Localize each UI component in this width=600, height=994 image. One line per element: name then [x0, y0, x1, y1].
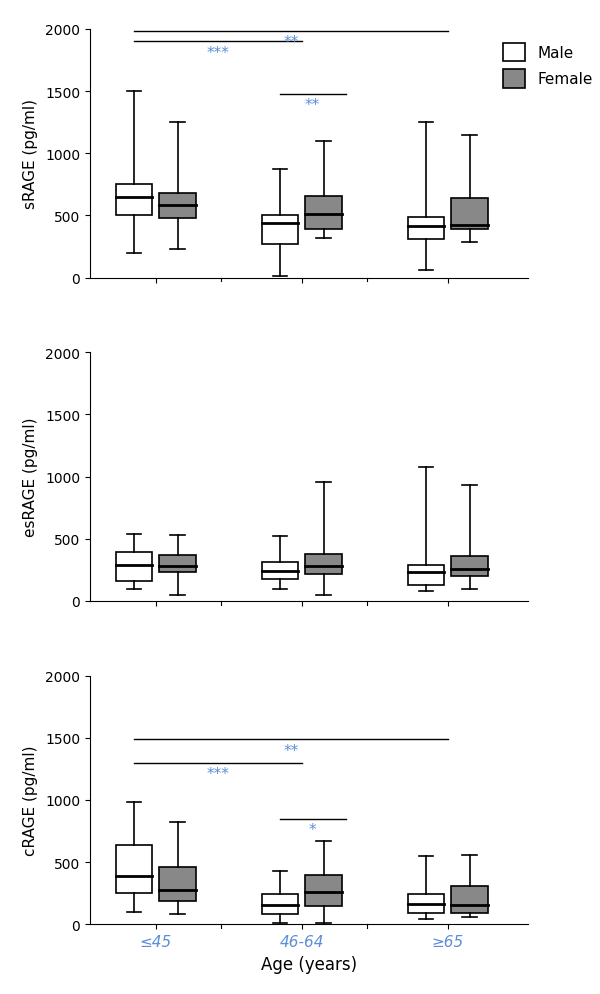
Text: **: **: [283, 36, 298, 51]
Y-axis label: esRAGE (pg/ml): esRAGE (pg/ml): [23, 417, 38, 537]
Y-axis label: cRAGE (pg/ml): cRAGE (pg/ml): [23, 745, 38, 856]
FancyBboxPatch shape: [116, 553, 152, 581]
FancyBboxPatch shape: [451, 199, 488, 230]
FancyBboxPatch shape: [116, 845, 152, 894]
FancyBboxPatch shape: [305, 876, 342, 906]
FancyBboxPatch shape: [451, 886, 488, 912]
FancyBboxPatch shape: [407, 566, 444, 585]
FancyBboxPatch shape: [451, 557, 488, 577]
FancyBboxPatch shape: [407, 895, 444, 913]
FancyBboxPatch shape: [116, 185, 152, 217]
FancyBboxPatch shape: [160, 194, 196, 219]
Text: *: *: [309, 822, 316, 838]
X-axis label: Age (years): Age (years): [261, 954, 357, 973]
Y-axis label: sRAGE (pg/ml): sRAGE (pg/ml): [23, 99, 38, 209]
FancyBboxPatch shape: [305, 197, 342, 230]
FancyBboxPatch shape: [262, 894, 298, 914]
FancyBboxPatch shape: [407, 218, 444, 240]
Text: ***: ***: [206, 766, 229, 781]
Text: ***: ***: [206, 46, 229, 61]
FancyBboxPatch shape: [262, 217, 298, 245]
FancyBboxPatch shape: [160, 867, 196, 901]
Text: **: **: [305, 98, 320, 113]
FancyBboxPatch shape: [160, 556, 196, 573]
Legend: Male, Female: Male, Female: [496, 38, 599, 94]
Text: **: **: [283, 743, 298, 758]
FancyBboxPatch shape: [262, 563, 298, 579]
FancyBboxPatch shape: [305, 555, 342, 574]
